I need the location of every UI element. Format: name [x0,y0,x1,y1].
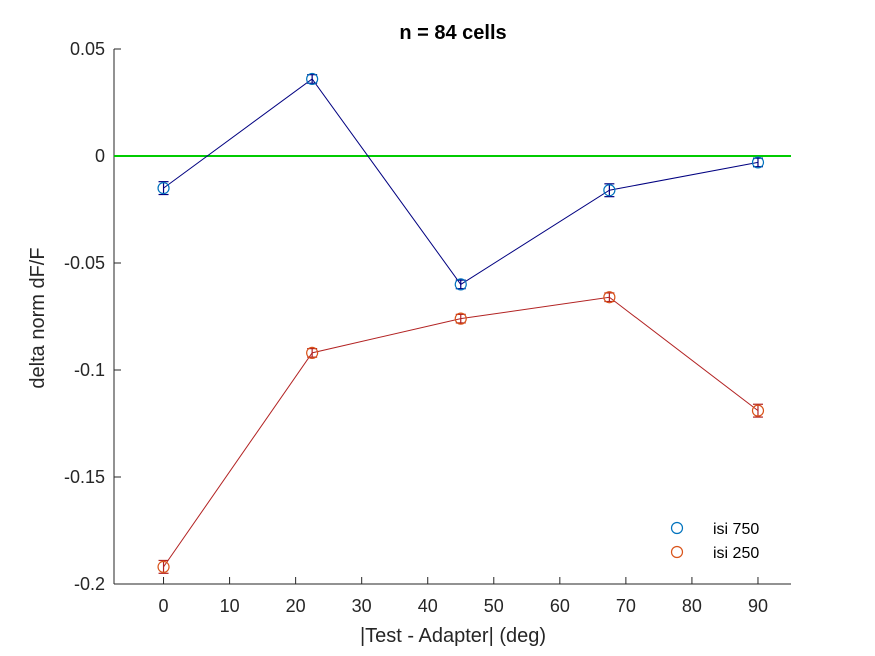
x-tick-label: 60 [550,596,570,616]
y-tick-label: -0.05 [64,253,105,273]
data-point [306,72,319,86]
x-tick-label: 20 [286,596,306,616]
x-tick-label: 50 [484,596,504,616]
x-tick-label: 0 [159,596,169,616]
series-1 [157,72,765,291]
y-axis-label: delta norm dF/F [27,247,49,388]
series-group [157,72,765,574]
legend: isi 750 isi 250 [670,521,759,562]
x-tick-label: 90 [748,596,768,616]
data-point [751,156,765,169]
legend-label: isi 250 [713,545,759,562]
x-axis-label: |Test - Adapter| (deg) [360,625,546,647]
x-tick-label: 40 [418,596,438,616]
data-point [751,404,765,417]
legend-marker [670,545,684,559]
legend-label: isi 750 [713,521,759,538]
chart-title: n = 84 cells [399,22,506,44]
data-point [603,184,616,197]
data-point [603,291,616,304]
legend-marker [670,521,684,535]
data-point [306,346,319,359]
legend-item: isi 250 [670,545,759,562]
x-tick-label: 70 [616,596,636,616]
axes: 0 10 20 30 40 50 60 70 80 90 -0.2 -0.15 -0.1 -0.05 0 0.… [64,39,791,616]
data-point [157,560,170,573]
y-tick-label: -0.1 [74,360,105,380]
data-point [157,182,170,195]
x-tick-label: 30 [352,596,372,616]
series-line [163,78,759,286]
legend-item: isi 750 [670,521,759,538]
series-line [163,296,759,568]
data-point [454,312,467,325]
x-tick-label: 10 [220,596,240,616]
y-tick-label: 0 [95,146,105,166]
x-tick-label: 80 [682,596,702,616]
y-tick-label: -0.2 [74,574,105,594]
y-tick-label: -0.15 [64,467,105,487]
y-tick-label: 0.05 [70,39,105,59]
series-2 [157,291,765,574]
data-point [454,278,467,291]
